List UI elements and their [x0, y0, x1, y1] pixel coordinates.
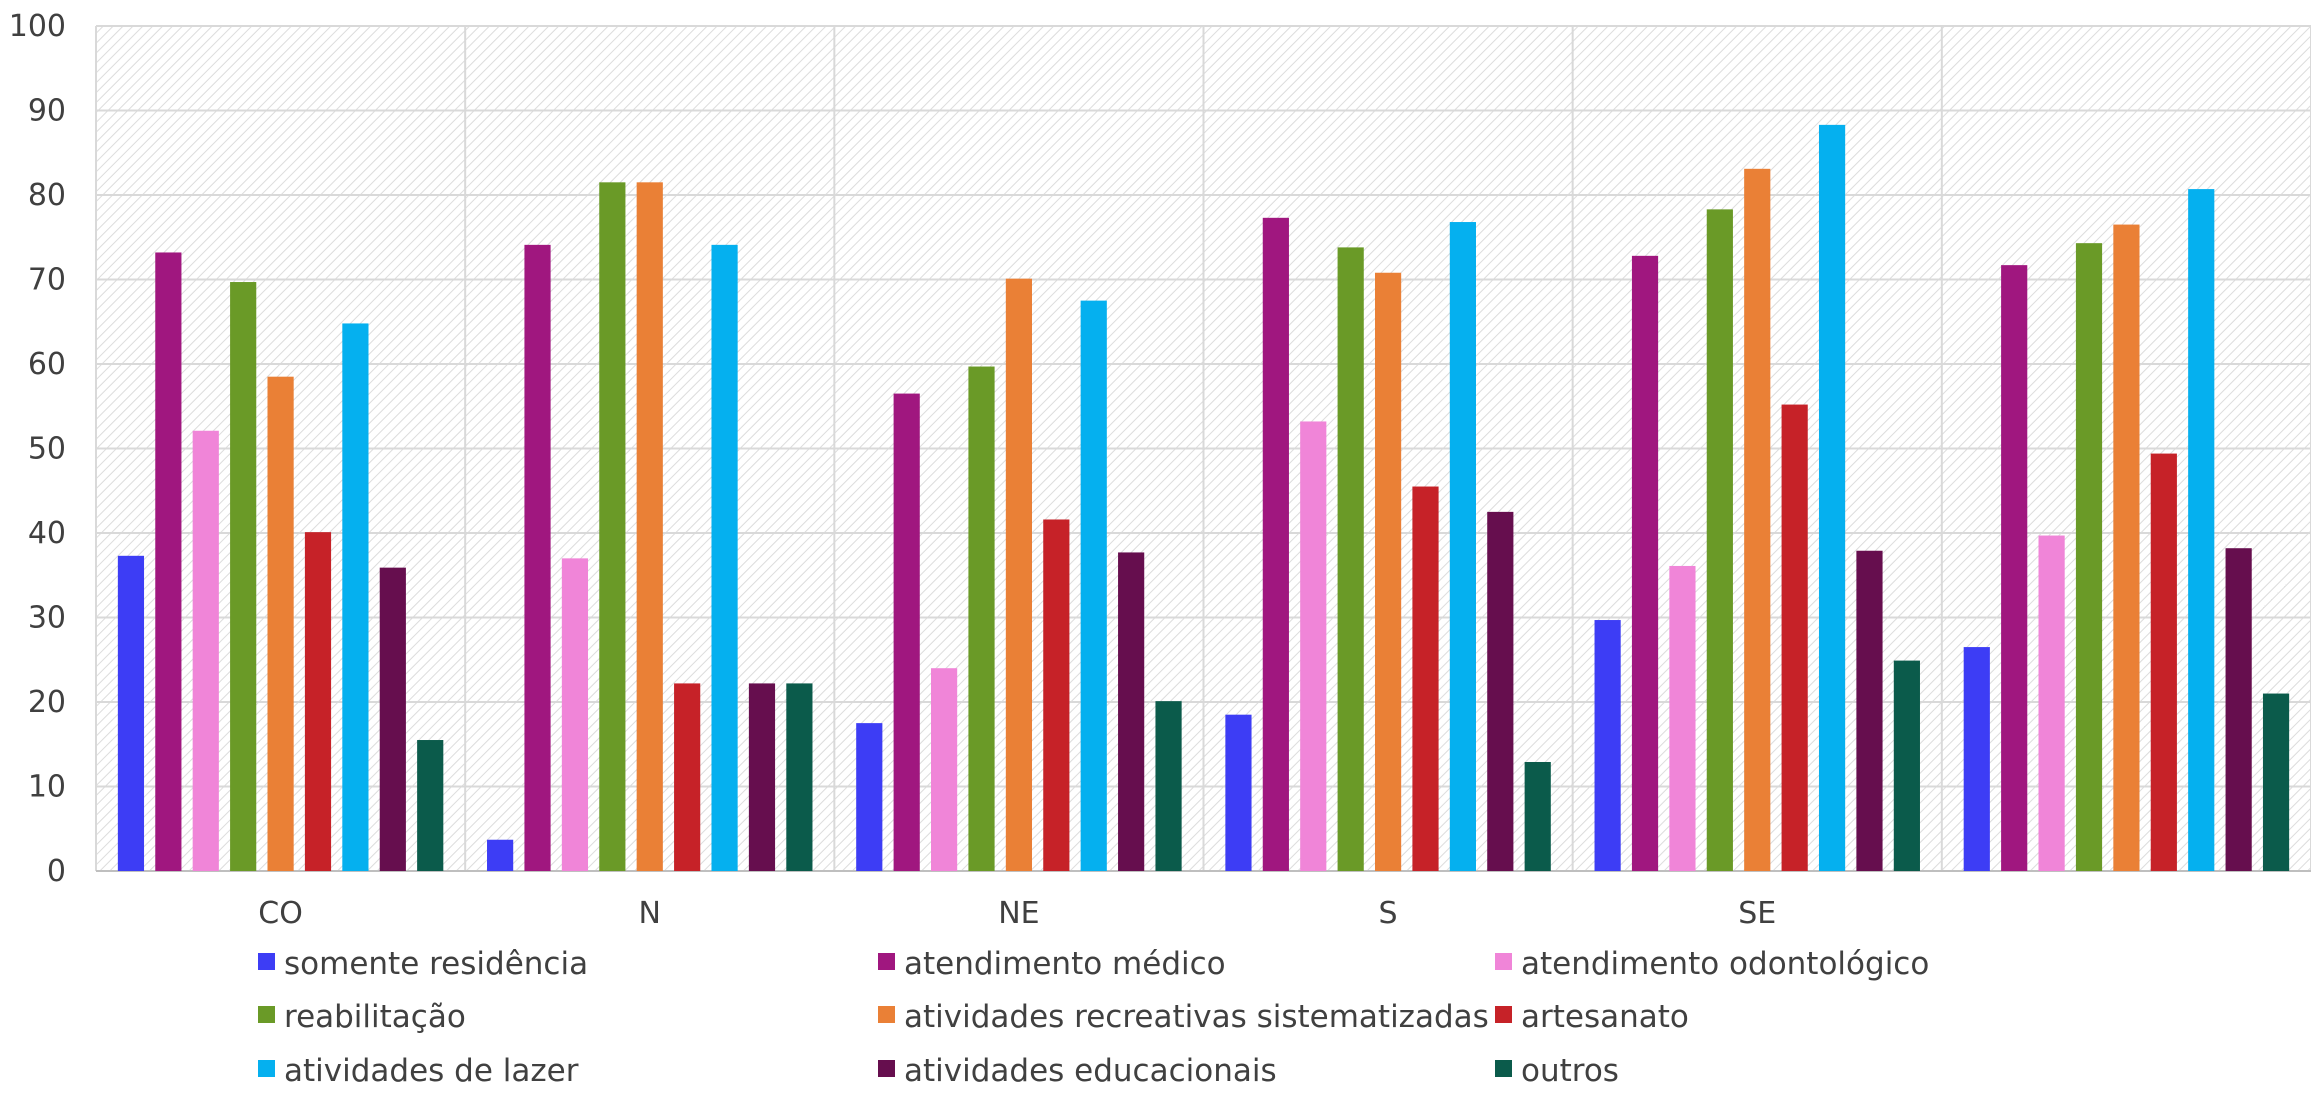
- legend-swatch: [258, 1060, 275, 1077]
- x-tick-label: S: [1379, 896, 1398, 931]
- legend-swatch: [258, 953, 275, 970]
- bar: [1080, 300, 1107, 871]
- x-tick-label: N: [639, 896, 661, 931]
- y-tick-label: 60: [28, 347, 66, 382]
- bar: [1744, 168, 1771, 871]
- bar: [1893, 660, 1920, 871]
- bar: [1043, 519, 1070, 871]
- legend-label: artesanato: [1521, 999, 1689, 1035]
- bar: [1262, 217, 1289, 871]
- bar: [636, 182, 663, 871]
- bar: [1300, 421, 1327, 871]
- legend-label: atendimento médico: [904, 946, 1226, 982]
- legend-label: outros: [1521, 1053, 1619, 1089]
- y-tick-label: 80: [28, 178, 66, 213]
- bar: [856, 723, 883, 871]
- bar: [1155, 701, 1182, 871]
- legend-swatch: [878, 953, 895, 970]
- legend-label: atividades de lazer: [284, 1053, 579, 1089]
- bar: [2150, 453, 2177, 871]
- bar: [1963, 647, 1990, 871]
- y-tick-label: 20: [28, 685, 66, 720]
- bar: [786, 683, 813, 871]
- y-tick-label: 90: [28, 94, 66, 129]
- bar: [2113, 224, 2140, 871]
- bar: [2001, 265, 2028, 871]
- y-tick-label: 10: [28, 770, 66, 805]
- bar: [230, 282, 257, 871]
- y-tick-label: 0: [47, 854, 66, 889]
- bar: [1337, 247, 1364, 871]
- bar: [748, 683, 776, 871]
- bar: [342, 323, 369, 871]
- bar: [379, 567, 406, 871]
- bar: [1706, 209, 1733, 872]
- legend-swatch: [878, 1060, 895, 1077]
- bar: [1118, 552, 1145, 871]
- bar: [267, 376, 294, 871]
- bar: [155, 252, 182, 871]
- y-tick-label: 30: [28, 601, 66, 636]
- y-tick-label: 50: [28, 432, 66, 467]
- legend-label: somente residência: [284, 946, 588, 982]
- y-axis-ticks: 0 10 20 30 40 50 60 70 80 90 100: [9, 9, 66, 889]
- bar: [1818, 124, 1846, 872]
- bar: [561, 558, 589, 871]
- bar: [1594, 620, 1621, 871]
- bar: [1374, 272, 1402, 871]
- legend-label: atividades recreativas sistematizadas: [904, 999, 1489, 1035]
- x-tick-label: SE: [1738, 896, 1776, 931]
- bar: [2262, 693, 2290, 871]
- bar: [1856, 550, 1883, 871]
- x-tick-label: NE: [998, 896, 1039, 931]
- bar: [2188, 189, 2215, 871]
- bar: [599, 182, 626, 871]
- bar: [1449, 222, 1476, 872]
- legend-swatch: [878, 1006, 895, 1023]
- bar: [524, 244, 551, 872]
- bar: [1631, 255, 1659, 872]
- bar: [711, 244, 738, 872]
- bar: [1781, 404, 1808, 871]
- legend-label: reabilitação: [284, 999, 466, 1035]
- y-tick-label: 40: [28, 516, 66, 551]
- legend-swatch: [1495, 953, 1512, 970]
- y-tick-label: 70: [28, 263, 66, 298]
- x-tick-label: CO: [258, 896, 303, 931]
- bars: [117, 124, 2290, 872]
- bar: [1005, 278, 1033, 871]
- legend-swatch: [1495, 1060, 1512, 1077]
- bar: [1524, 761, 1551, 871]
- gridlines: [95, 25, 2311, 872]
- bar: [1412, 486, 1439, 871]
- bar: [487, 839, 514, 871]
- bar: [2038, 535, 2065, 871]
- legend-label: atendimento odontológico: [1521, 946, 1929, 982]
- bar: [674, 683, 701, 871]
- bar: [304, 532, 332, 871]
- legend-label: atividades educacionais: [904, 1053, 1277, 1089]
- bar: [968, 366, 995, 871]
- legend: somente residência atendimento médico aten…: [258, 946, 1929, 1089]
- bar: [192, 430, 219, 871]
- bar: [417, 740, 444, 871]
- bar: [893, 393, 920, 871]
- bar: [1225, 714, 1252, 871]
- x-axis-labels: CO N NE S SE: [258, 896, 1776, 931]
- bar: [1487, 511, 1514, 871]
- bar: [931, 668, 958, 871]
- bar: [2225, 548, 2252, 871]
- bar: [117, 555, 145, 871]
- bar: [1669, 565, 1696, 871]
- legend-swatch: [258, 1006, 275, 1023]
- y-tick-label: 100: [9, 9, 66, 44]
- bar: [2075, 243, 2103, 872]
- legend-swatch: [1495, 1006, 1512, 1023]
